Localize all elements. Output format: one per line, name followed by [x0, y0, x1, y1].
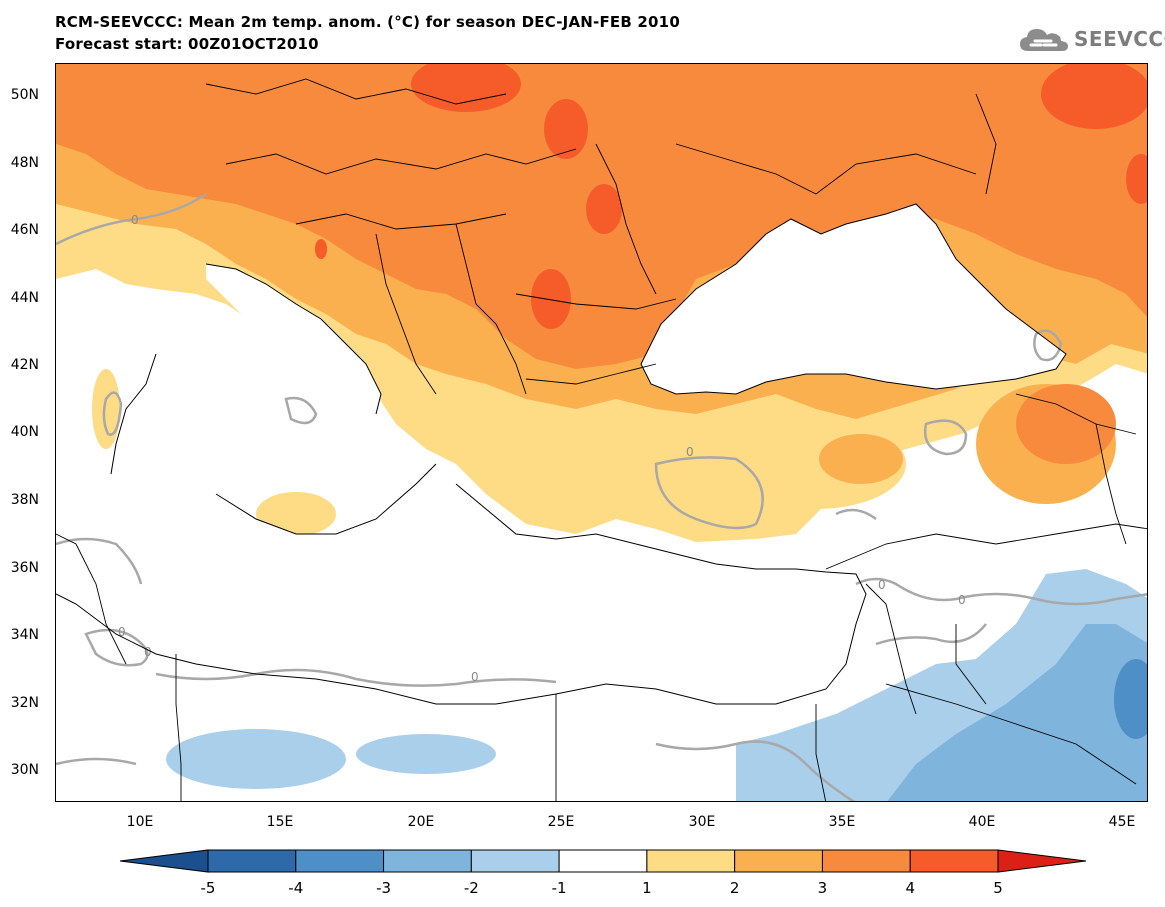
- colorbar-segment: [558, 849, 648, 873]
- anomaly-band-minus2to-3: [887, 624, 1147, 801]
- anomaly-cell-4to5: [315, 239, 327, 259]
- contour-labels: 0 0 0 0 0 0 0: [118, 213, 966, 684]
- coastlines: [56, 203, 1067, 705]
- latitude-label: 46N: [10, 222, 39, 238]
- anomaly-cell-4to5: [544, 99, 588, 159]
- colorbar-tick-label: 4: [905, 879, 915, 897]
- contour-label: 0: [471, 670, 479, 684]
- colorbar-tick-label: -1: [551, 879, 567, 897]
- latitude-label: 42N: [10, 357, 39, 373]
- contour-label: 0: [144, 645, 152, 659]
- contour-label: 0: [686, 445, 694, 459]
- latitude-label: 34N: [10, 627, 39, 643]
- latitude-label: 40N: [10, 424, 39, 440]
- longitude-label: 40E: [968, 814, 996, 830]
- colorbar-lower-triangle: [119, 849, 209, 873]
- colorbar-tick-label: -5: [200, 879, 216, 897]
- longitude-label: 35E: [828, 814, 856, 830]
- anomaly-cell-4to5: [531, 269, 571, 329]
- seevccc-logo: SEEVCCC: [1018, 24, 1165, 54]
- contour-label: 0: [131, 213, 139, 227]
- anomaly-cell-1to2: [256, 492, 336, 536]
- contour-label: 0: [118, 625, 126, 639]
- anomaly-cell-4to5: [586, 184, 622, 234]
- latitude-label: 38N: [10, 492, 39, 508]
- colorbar-segment: [734, 849, 823, 873]
- map-title: RCM-SEEVCCC: Mean 2m temp. anom. (°C) fo…: [55, 13, 680, 31]
- latitude-label: 30N: [10, 762, 39, 778]
- zero-contours: [56, 192, 1147, 801]
- colorbar-segment: [909, 849, 999, 873]
- country-borders: [56, 78, 1147, 801]
- longitude-label: 15E: [266, 814, 294, 830]
- colorbar-tick-label: 1: [642, 879, 652, 897]
- contour-label: 0: [958, 593, 966, 607]
- anomaly-cell-4to5: [1126, 154, 1147, 204]
- longitude-label: 45E: [1108, 814, 1136, 830]
- anomaly-cell-1to2: [92, 369, 120, 449]
- contour-label: 0: [878, 578, 886, 592]
- colorbar-svg: [119, 849, 1087, 873]
- colorbar-tick-label: -3: [376, 879, 392, 897]
- longitude-label: 20E: [407, 814, 435, 830]
- colorbar-segment: [821, 849, 911, 873]
- colorbar-segment: [383, 849, 472, 873]
- anomaly-cell-minus1to-2: [356, 734, 496, 774]
- longitude-label: 25E: [547, 814, 575, 830]
- latitude-label: 48N: [10, 155, 39, 171]
- longitude-label: 30E: [688, 814, 716, 830]
- colorbar-tick-label: 5: [993, 879, 1003, 897]
- map-canvas: 0 0 0 0 0 0 0: [56, 64, 1147, 801]
- cloud-icon: [1020, 29, 1068, 51]
- mediterranean-sea: [56, 464, 866, 704]
- colorbar: [119, 848, 1087, 874]
- latitude-label: 32N: [10, 695, 39, 711]
- colorbar-segment: [207, 849, 297, 873]
- adriatic-sea: [206, 264, 381, 414]
- black-sea: [641, 204, 1066, 394]
- anomaly-cell-minus3to-4: [1114, 659, 1147, 739]
- anomaly-cell-4to5: [411, 64, 521, 112]
- temperature-anomaly-map: 0 0 0 0 0 0 0: [55, 63, 1148, 802]
- colorbar-tick-label: -2: [463, 879, 479, 897]
- colorbar-tick-label: 2: [729, 879, 740, 897]
- anomaly-cell-4to5: [1041, 64, 1147, 129]
- anomaly-cell-minus1to-2: [166, 729, 346, 789]
- colorbar-segment: [295, 849, 385, 873]
- map-subtitle: Forecast start: 00Z01OCT2010: [55, 35, 319, 53]
- colorbar-tick-label: -4: [288, 879, 304, 897]
- anomaly-cell-3to4: [1016, 384, 1116, 464]
- longitude-label: 10E: [126, 814, 154, 830]
- colorbar-segment: [646, 849, 736, 873]
- logo-text: SEEVCCC: [1074, 27, 1165, 51]
- latitude-label: 36N: [10, 560, 39, 576]
- colorbar-upper-triangle: [997, 849, 1087, 873]
- anomaly-field: [56, 64, 1147, 801]
- latitude-label: 50N: [10, 87, 39, 103]
- latitude-label: 44N: [10, 290, 39, 306]
- anomaly-cell-2to3: [819, 434, 903, 484]
- colorbar-segment: [470, 849, 560, 873]
- colorbar-tick-label: 3: [817, 879, 828, 897]
